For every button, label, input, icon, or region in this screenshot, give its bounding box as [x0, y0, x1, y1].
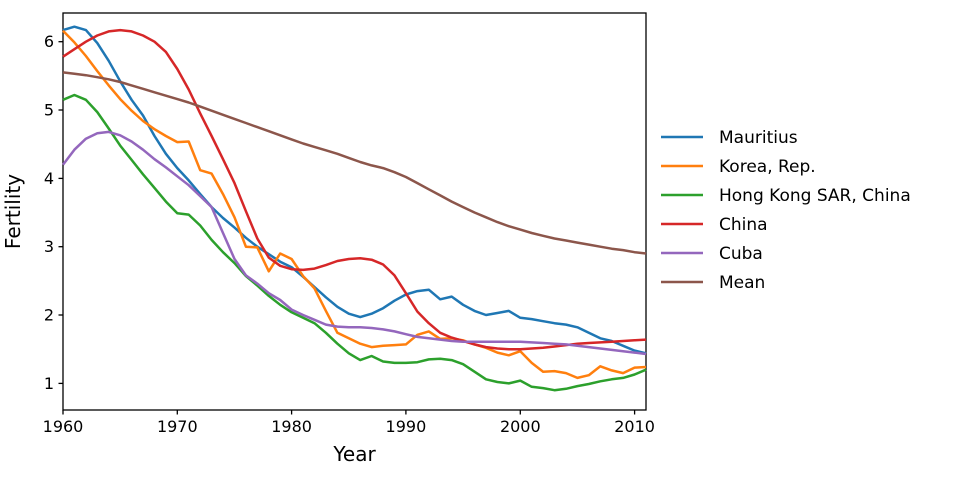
x-tick-label: 2010: [614, 417, 655, 436]
y-tick-label: 3: [44, 237, 54, 256]
legend-item-china: China: [661, 215, 768, 235]
x-tick-label: 1960: [43, 417, 84, 436]
y-tick-label: 1: [44, 374, 54, 393]
x-tick-label: 1980: [271, 417, 312, 436]
legend-item-mean: Mean: [661, 273, 765, 293]
x-tick-label: 2000: [500, 417, 541, 436]
legend: Mauritius Korea, Rep. Hong Kong SAR, China…: [661, 128, 911, 293]
plot-frame: [62, 12, 647, 411]
legend-label-hong-kong-sar-china: Hong Kong SAR, China: [719, 186, 911, 206]
legend-label-mauritius: Mauritius: [719, 128, 798, 148]
legend-label-mean: Mean: [719, 273, 765, 293]
y-tick-label: 4: [44, 169, 54, 188]
series-line-cuba: [62, 130, 647, 356]
series-line-mean: [62, 71, 647, 255]
legend-item-mauritius: Mauritius: [661, 128, 798, 148]
y-tick-label: 6: [44, 32, 54, 51]
x-tick-label: 1990: [386, 417, 427, 436]
legend-label-korea-rep: Korea, Rep.: [719, 157, 816, 177]
legend-label-china: China: [719, 215, 768, 235]
legend-item-hong-kong-sar-china: Hong Kong SAR, China: [661, 186, 911, 206]
x-axis-ticks: 1960 1970 1980 1990 2000 2010: [43, 410, 655, 436]
y-tick-label: 2: [44, 306, 54, 325]
x-tick-label: 1970: [157, 417, 198, 436]
y-axis-ticks: 1 2 3 4 5 6: [44, 32, 63, 393]
legend-item-korea-rep: Korea, Rep.: [661, 157, 816, 177]
legend-item-cuba: Cuba: [661, 244, 763, 264]
series-line-hong-kong-sar-china: [62, 93, 647, 392]
y-axis-label: Fertility: [1, 174, 25, 249]
y-tick-label: 5: [44, 101, 54, 120]
series-line-mauritius: [62, 25, 647, 355]
series-line-china: [62, 28, 647, 351]
legend-label-cuba: Cuba: [719, 244, 763, 264]
series-lines: [62, 25, 647, 392]
x-axis-label: Year: [332, 442, 376, 466]
series-line-korea-rep: [62, 29, 647, 380]
